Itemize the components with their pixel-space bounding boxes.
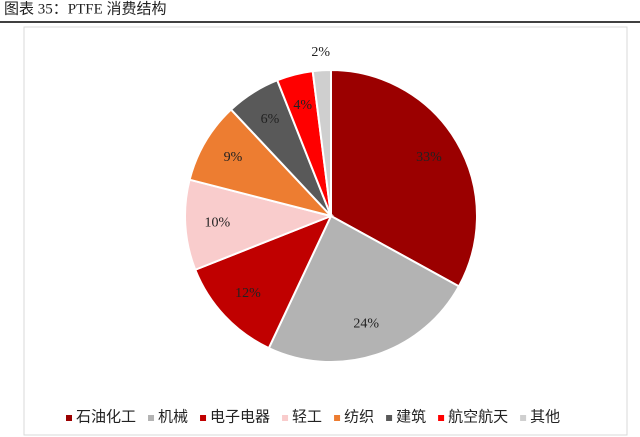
pie-slice [184,178,335,272]
legend-marker [386,415,393,421]
data-label: 12% [235,286,261,301]
pie-slice [330,68,478,288]
legend-marker [520,415,527,421]
data-label: 6% [261,112,280,127]
chart-title: 图表 35：PTFE 消费结构 [4,0,167,17]
legend-label: 电子电器 [210,408,270,425]
data-label: 33% [416,150,442,165]
legend-marker [66,415,72,421]
legend-marker [438,415,445,421]
plot-frame [23,26,628,436]
legend-label: 纺织 [344,408,374,425]
legend-marker [148,415,155,421]
legend-label: 其他 [530,408,560,425]
data-label: 2% [311,45,330,60]
data-label: 24% [353,317,379,332]
pie-slice [188,108,335,218]
legend-label: 机械 [158,408,188,425]
legend-label: 建筑 [396,408,426,425]
data-label: 9% [224,150,243,165]
legend-marker [334,415,341,421]
pie-slice [311,68,332,217]
pie-slice [267,214,461,363]
legend-marker [282,415,289,421]
legend-label: 航空航天 [448,408,508,425]
legend-label: 石油化工 [76,408,136,425]
legend-marker [200,415,207,421]
pie-slice [193,214,333,350]
legend-label: 轻工 [292,408,322,425]
data-label: 4% [293,98,312,113]
data-label: 10% [205,215,231,230]
